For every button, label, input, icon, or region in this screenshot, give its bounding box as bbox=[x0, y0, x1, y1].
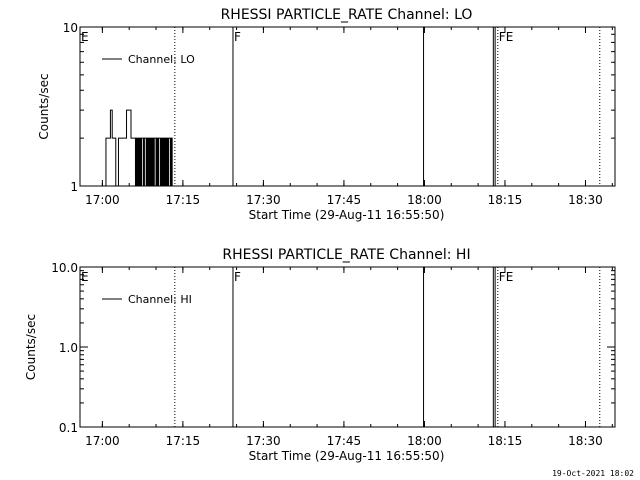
panel-2-x-tick-label: 17:00 bbox=[85, 434, 120, 448]
panel-2-y-tick-label: 0.1 bbox=[59, 421, 78, 435]
panel-2-x-tick-label: 18:00 bbox=[407, 434, 442, 448]
panel-1-y-axis-label: Counts/sec bbox=[37, 73, 51, 139]
panel-2-x-tick-label: 18:30 bbox=[568, 434, 603, 448]
plot-timestamp: 19-Oct-2021 18:02 bbox=[552, 469, 634, 478]
panel-2-plot-frame bbox=[79, 266, 616, 428]
panel-1-x-axis-label: Start Time (29-Aug-11 16:55:50) bbox=[249, 208, 445, 222]
panel-1-event-marker-label: F bbox=[234, 30, 241, 44]
panel-2-event-marker-label: F bbox=[234, 270, 241, 284]
panel-1-event-marker-label: E bbox=[81, 30, 89, 44]
panel-1-x-tick-label: 17:30 bbox=[246, 193, 281, 207]
panel-1-x-tick-label: 18:00 bbox=[407, 193, 442, 207]
panel-2-x-tick-label: 17:30 bbox=[246, 434, 281, 448]
panel-1-event-marker-label: FE bbox=[499, 30, 513, 44]
panel-2-x-tick-label: 17:45 bbox=[327, 434, 362, 448]
panel-1-y-tick-label: 10 bbox=[63, 21, 78, 35]
panel-2-y-tick-label: 10.0 bbox=[51, 261, 78, 275]
panel-2-event-marker-label: E bbox=[81, 270, 89, 284]
panel-1-x-tick-label: 18:15 bbox=[488, 193, 523, 207]
panel-2-x-tick-label: 18:15 bbox=[488, 434, 523, 448]
panel-1-chart-title: RHESSI PARTICLE_RATE Channel: LO bbox=[221, 7, 473, 23]
panel-1-x-tick-label: 17:00 bbox=[85, 193, 120, 207]
panel-2-x-tick-label: 17:15 bbox=[166, 434, 201, 448]
panel-2-x-axis-label: Start Time (29-Aug-11 16:55:50) bbox=[249, 449, 445, 463]
panel-2-legend-label: Channel: HI bbox=[128, 293, 192, 306]
panel-2-event-marker-label: FE bbox=[499, 270, 513, 284]
panel-1-legend-label: Channel: LO bbox=[128, 53, 195, 66]
panel-2-y-axis-label: Counts/sec bbox=[24, 314, 38, 380]
panel-1-x-tick-label: 17:45 bbox=[327, 193, 362, 207]
panel-1-x-tick-label: 18:30 bbox=[568, 193, 603, 207]
panel-2-chart-title: RHESSI PARTICLE_RATE Channel: HI bbox=[222, 247, 470, 263]
panel-1-series-line bbox=[104, 109, 174, 187]
panel-1-y-tick-label: 1 bbox=[70, 180, 78, 194]
panel-1-x-tick-label: 17:15 bbox=[166, 193, 201, 207]
panel-2-y-tick-label: 1.0 bbox=[59, 341, 78, 355]
